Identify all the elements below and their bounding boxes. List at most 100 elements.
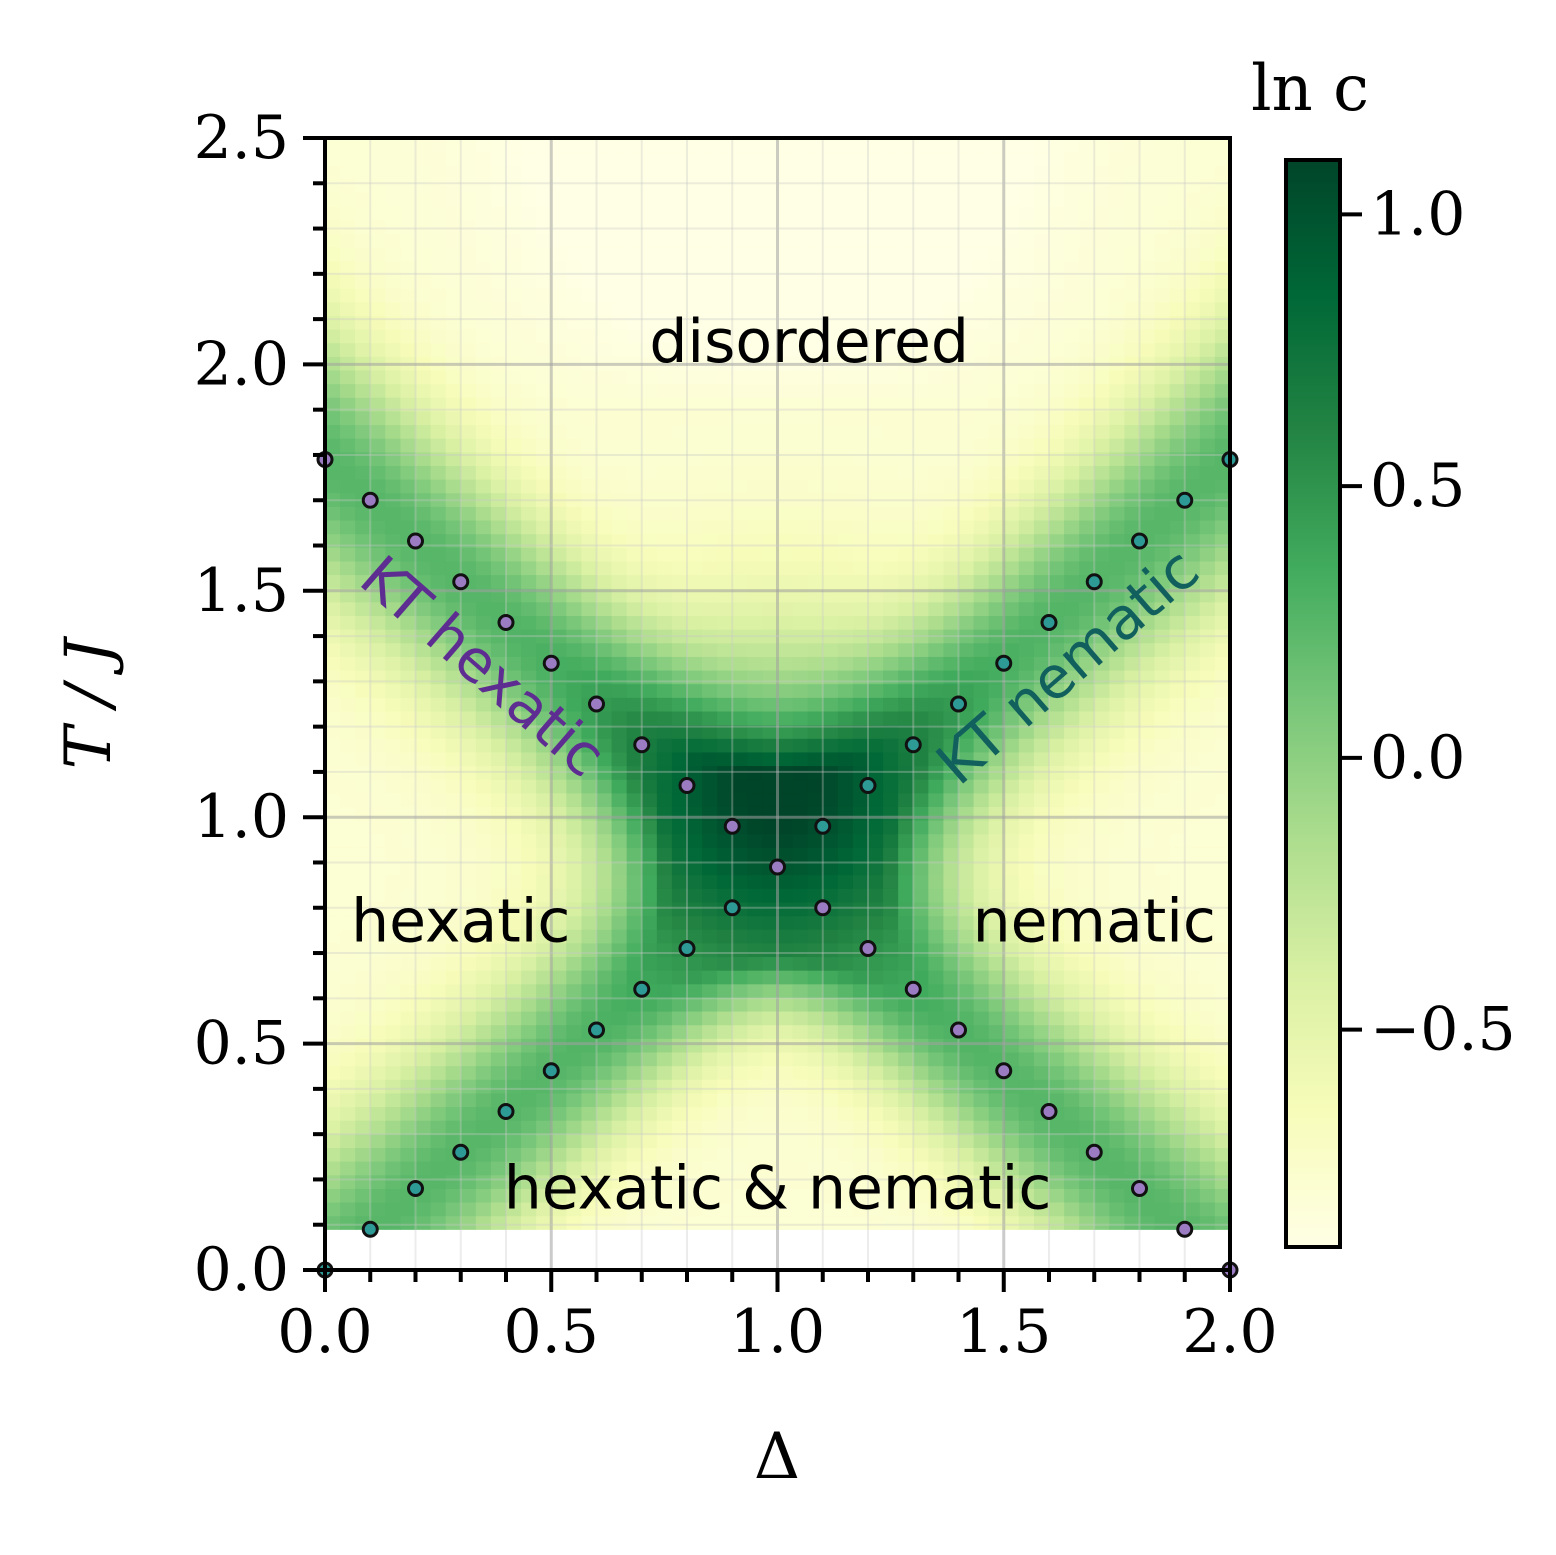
heatmap-cell (415, 383, 432, 398)
heatmap-cell (490, 465, 507, 480)
heatmap-cell (702, 410, 718, 426)
heatmap-cell (1184, 751, 1201, 767)
heatmap-cell (355, 519, 371, 535)
heatmap-cell (415, 738, 432, 753)
heatmap-cell (626, 601, 643, 617)
heatmap-cell (732, 765, 748, 780)
heatmap-cell (566, 206, 583, 221)
heatmap-cell (747, 820, 764, 835)
heatmap-cell (355, 956, 371, 971)
heatmap-cell (1109, 915, 1126, 930)
heatmap-cell (928, 833, 945, 848)
heatmap-cell (1109, 1038, 1126, 1053)
heatmap-cell (506, 219, 522, 235)
heatmap-cell (1079, 1092, 1095, 1108)
heatmap-cell (400, 519, 417, 535)
heatmap-cell (460, 219, 477, 235)
heatmap-cell (325, 1024, 341, 1039)
heatmap-cell (656, 683, 673, 698)
heatmap-cell (988, 301, 1005, 316)
heatmap-cell (1094, 547, 1110, 562)
heatmap-cell (988, 1188, 1005, 1203)
heatmap-cell (898, 301, 914, 316)
heatmap-cell (973, 1174, 990, 1189)
heatmap-cell (988, 342, 1005, 357)
heatmap-cell (1214, 438, 1230, 453)
heatmap-cell (1094, 847, 1110, 862)
heatmap-cell (506, 874, 522, 889)
heatmap-cell (340, 165, 356, 180)
heatmap-cell (928, 560, 945, 576)
heatmap-cell (747, 151, 764, 166)
heatmap-cell (385, 1201, 402, 1217)
heatmap-cell (973, 983, 990, 998)
heatmap-cell (852, 397, 869, 412)
heatmap-cell (475, 710, 492, 726)
heatmap-cell (717, 1188, 733, 1203)
heatmap-cell (596, 192, 613, 207)
heatmap-cell (1033, 1038, 1050, 1053)
heatmap-cell (822, 479, 839, 494)
heatmap-cell (1094, 165, 1110, 180)
heatmap-cell (1199, 629, 1216, 644)
heatmap-cell (837, 942, 854, 958)
heatmap-cell (1199, 438, 1216, 453)
heatmap-cell (837, 860, 854, 876)
heatmap-cell (1169, 792, 1186, 807)
heatmap-cell (400, 151, 417, 166)
heatmap-cell (581, 1215, 598, 1230)
heatmap-cell (762, 233, 779, 248)
heatmap-cell (807, 1024, 824, 1039)
heatmap-cell (883, 997, 899, 1012)
heatmap-cell (1139, 738, 1156, 753)
heatmap-cell (641, 820, 658, 835)
heatmap-cell (1199, 1161, 1216, 1176)
heatmap-cell (988, 929, 1005, 944)
heatmap-cell (868, 451, 884, 466)
heatmap-cell (958, 860, 975, 876)
heatmap-cell (747, 956, 764, 971)
heatmap-cell (898, 178, 914, 194)
heatmap-cell (928, 288, 945, 303)
heatmap-cell (792, 669, 809, 685)
heatmap-cell (792, 178, 809, 194)
heatmap-cell (325, 438, 341, 453)
heatmap-cell (626, 1188, 643, 1203)
heatmap-cell (1049, 1174, 1065, 1189)
heatmap-cell (928, 438, 945, 453)
heatmap-cell (355, 751, 371, 767)
heatmap-cell (385, 656, 402, 671)
heatmap-cell (747, 1024, 764, 1039)
heatmap-cell (868, 397, 884, 412)
heatmap-cell (626, 247, 643, 262)
heatmap-cell (1214, 601, 1230, 617)
heatmap-cell (777, 629, 794, 644)
heatmap-cell (837, 874, 854, 889)
heatmap-cell (1124, 1079, 1141, 1094)
heatmap-cell (898, 942, 914, 958)
heatmap-cell (732, 328, 748, 344)
heatmap-cell (837, 383, 854, 398)
heatmap-cell (687, 956, 703, 971)
heatmap-cell (370, 615, 386, 630)
heatmap-cell (490, 601, 507, 617)
heatmap-cell (928, 479, 945, 494)
heatmap-cell (732, 710, 748, 726)
heatmap-cell (883, 438, 899, 453)
heatmap-cell (762, 901, 779, 917)
heatmap-cell (958, 151, 975, 166)
heatmap-cell (732, 1106, 748, 1121)
heatmap-cell (385, 1106, 402, 1121)
heatmap-cell (1003, 615, 1020, 630)
heatmap-cell (988, 506, 1005, 521)
heatmap-cell (868, 1079, 884, 1094)
heatmap-cell (611, 424, 628, 439)
heatmap-cell (958, 315, 975, 330)
heatmap-cell (898, 629, 914, 644)
heatmap-cell (656, 206, 673, 221)
heatmap-cell (717, 506, 733, 521)
heatmap-cell (536, 1174, 552, 1189)
heatmap-cell (641, 547, 658, 562)
heatmap-cell (1064, 574, 1080, 589)
heatmap-cell (1109, 697, 1126, 712)
